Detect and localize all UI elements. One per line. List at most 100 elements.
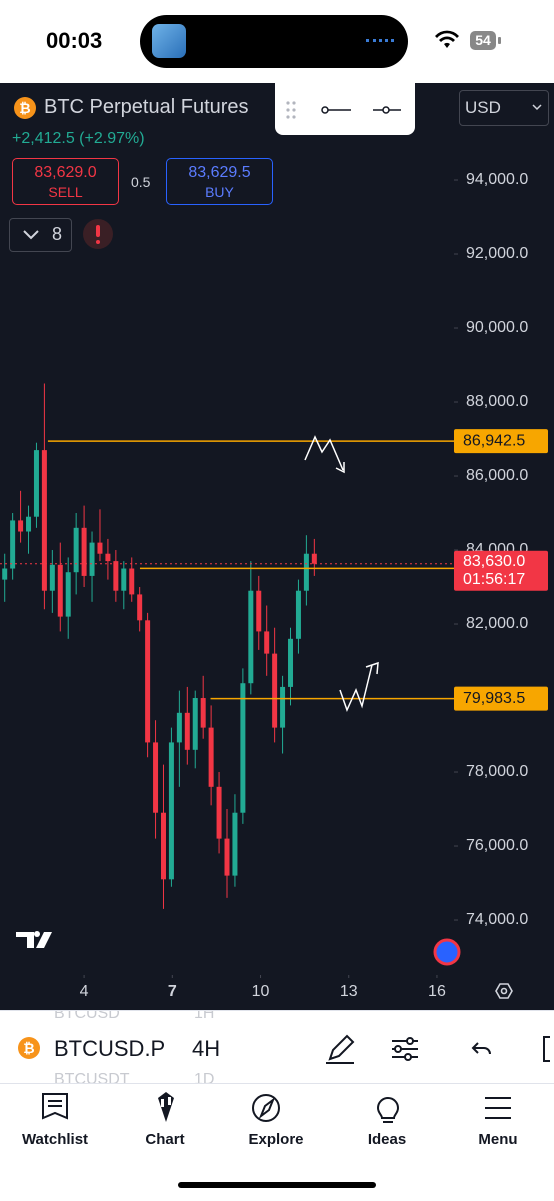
battery-cap: [498, 37, 501, 44]
candle-body: [168, 742, 174, 880]
sell-label: SELL: [48, 184, 83, 200]
x-tick-label: 4: [80, 983, 89, 1000]
candle-body: [184, 712, 190, 750]
candle-body: [160, 812, 166, 880]
dropdown-icon: [532, 104, 542, 111]
candle-body: [26, 516, 32, 532]
alert-mark: [96, 225, 100, 237]
status-time: 00:03: [46, 28, 103, 53]
prev-symbol: BTCUSD: [54, 1010, 120, 1022]
explore-icon[interactable]: [252, 1094, 281, 1122]
ideas-icon[interactable]: [377, 1097, 400, 1123]
candle-body: [2, 568, 8, 580]
candle-body: [10, 520, 16, 569]
candle-body: [41, 450, 47, 591]
indicator-count: 8: [52, 224, 63, 244]
drawing-up: [339, 661, 379, 713]
tab-label[interactable]: Menu: [478, 1131, 518, 1148]
prev-interval: 1H: [194, 1010, 215, 1022]
candle-body: [216, 786, 222, 839]
candle-body: [121, 568, 127, 591]
tab-label[interactable]: Chart: [145, 1131, 185, 1148]
candle-body: [280, 686, 286, 728]
price-label-box: [454, 429, 548, 454]
toolbar: BTCUSD 1H BTCUSDT 1D ₿ BTCUSD.P 4H: [0, 1010, 554, 1084]
countdown-label: 01:56:17: [463, 571, 525, 588]
chart-icon[interactable]: [158, 1092, 174, 1122]
symbol-title[interactable]: BTC Perpetual Futures: [44, 96, 249, 118]
candle-body: [81, 527, 87, 576]
last-price-box: [454, 550, 548, 591]
price-change: +2,412.5 (+2.97%): [12, 130, 145, 147]
y-tick-label: 78,000.0: [466, 763, 528, 780]
price-label: 79,983.5: [463, 690, 525, 707]
candle-body: [256, 590, 262, 632]
tab-label[interactable]: Watchlist: [21, 1131, 89, 1148]
flag-icon[interactable]: [433, 938, 461, 966]
dynamic-island: [140, 15, 408, 68]
candle-body: [89, 542, 95, 576]
toolbar-icons: [326, 1034, 550, 1064]
candle-body: [232, 812, 238, 876]
battery-level: 54: [475, 32, 491, 48]
tv-logo: [16, 932, 52, 948]
candle-body: [153, 742, 159, 813]
undo-icon[interactable]: [471, 1042, 491, 1055]
indicators-toggle[interactable]: 8: [9, 218, 72, 252]
pen-icon[interactable]: [326, 1034, 355, 1064]
sell-price: 83,629.0: [34, 164, 97, 181]
candle-body: [288, 638, 294, 687]
toolbar-symbol[interactable]: BTCUSD.P: [54, 1036, 166, 1061]
toolbar-interval[interactable]: 4H: [192, 1036, 221, 1061]
sell-button[interactable]: 83,629.0 SELL: [12, 158, 119, 205]
candle-body: [208, 727, 214, 787]
buy-label: BUY: [205, 184, 234, 200]
y-tick-label: 76,000.0: [466, 837, 528, 854]
candle-body: [303, 553, 309, 591]
currency-select[interactable]: USD: [459, 90, 549, 126]
alert-icon[interactable]: [83, 219, 113, 249]
buy-button[interactable]: 83,629.5 BUY: [166, 158, 273, 205]
candle-body: [65, 572, 71, 617]
price-label: 86,942.5: [463, 432, 525, 449]
btc-icon: ₿: [14, 97, 36, 119]
drawing-down: [304, 435, 345, 474]
tv-logo: [34, 931, 40, 937]
tab-icons: [42, 1092, 511, 1123]
candle-body: [200, 698, 206, 728]
candle-body: [240, 683, 246, 813]
y-tick-label: 86,000.0: [466, 467, 528, 484]
candle-body: [18, 520, 24, 532]
audio-indicator: [366, 39, 394, 45]
y-tick-label: 88,000.0: [466, 393, 528, 410]
x-tick-label: 7: [168, 983, 177, 1000]
candle-body: [57, 564, 63, 617]
candle-body: [105, 553, 111, 562]
btc-icon: ₿: [18, 1037, 40, 1059]
drawing-tools: [286, 101, 401, 119]
spread: 0.5: [131, 174, 151, 190]
menu-icon[interactable]: [485, 1097, 511, 1119]
candle-body: [311, 553, 317, 564]
candle-body: [113, 561, 119, 591]
battery: 54: [470, 31, 496, 50]
drawing-toolbar: [275, 83, 415, 135]
x-tick-label: 16: [428, 983, 446, 1000]
next-interval: 1D: [194, 1071, 215, 1084]
candle-body: [224, 838, 230, 876]
price-label-box: [454, 686, 548, 711]
candle-body: [73, 527, 79, 573]
tab-label[interactable]: Ideas: [367, 1131, 407, 1148]
chevron-icon: [23, 230, 39, 240]
media-thumbnail: [152, 24, 186, 58]
y-tick-label: 82,000.0: [466, 615, 528, 632]
candle-body: [264, 631, 270, 654]
watchlist-icon[interactable]: [42, 1093, 68, 1120]
last-price-label: 83,630.0: [463, 553, 525, 570]
more-icon[interactable]: [543, 1036, 550, 1062]
tab-label[interactable]: Explore: [248, 1131, 304, 1148]
candle-body: [33, 450, 39, 517]
wifi-icon: [435, 30, 459, 48]
settings-icon[interactable]: [495, 983, 513, 999]
